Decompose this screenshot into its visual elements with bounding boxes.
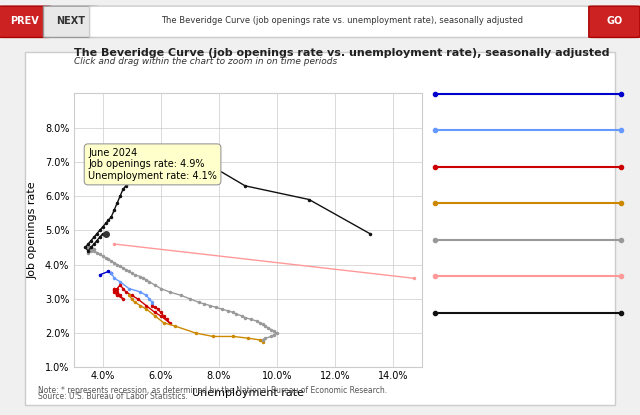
FancyBboxPatch shape [90, 6, 595, 37]
Text: June 2024
Job openings rate: 4.9%
Unemployment rate: 4.1%: June 2024 Job openings rate: 4.9% Unempl… [88, 148, 217, 181]
Text: NEXT: NEXT [56, 16, 86, 26]
Text: PREV: PREV [10, 16, 38, 26]
FancyBboxPatch shape [25, 51, 615, 405]
Text: The Beveridge Curve (job openings rate vs. unemployment rate), seasonally adjust: The Beveridge Curve (job openings rate v… [74, 48, 609, 58]
FancyBboxPatch shape [0, 6, 51, 37]
Y-axis label: Job openings rate: Job openings rate [28, 181, 38, 279]
FancyBboxPatch shape [589, 6, 640, 37]
Text: The Beveridge Curve (job openings rate vs. unemployment rate), seasonally adjust: The Beveridge Curve (job openings rate v… [161, 17, 524, 25]
Text: GO: GO [606, 16, 623, 26]
Text: Source: U.S. Bureau of Labor Statistics.: Source: U.S. Bureau of Labor Statistics. [38, 392, 188, 401]
Text: Note: * represents recession, as determined by the National Bureau of Economic R: Note: * represents recession, as determi… [38, 386, 388, 395]
FancyBboxPatch shape [44, 6, 98, 37]
Text: Click and drag within the chart to zoom in on time periods: Click and drag within the chart to zoom … [74, 57, 337, 66]
X-axis label: Unemployment rate: Unemployment rate [192, 388, 304, 398]
